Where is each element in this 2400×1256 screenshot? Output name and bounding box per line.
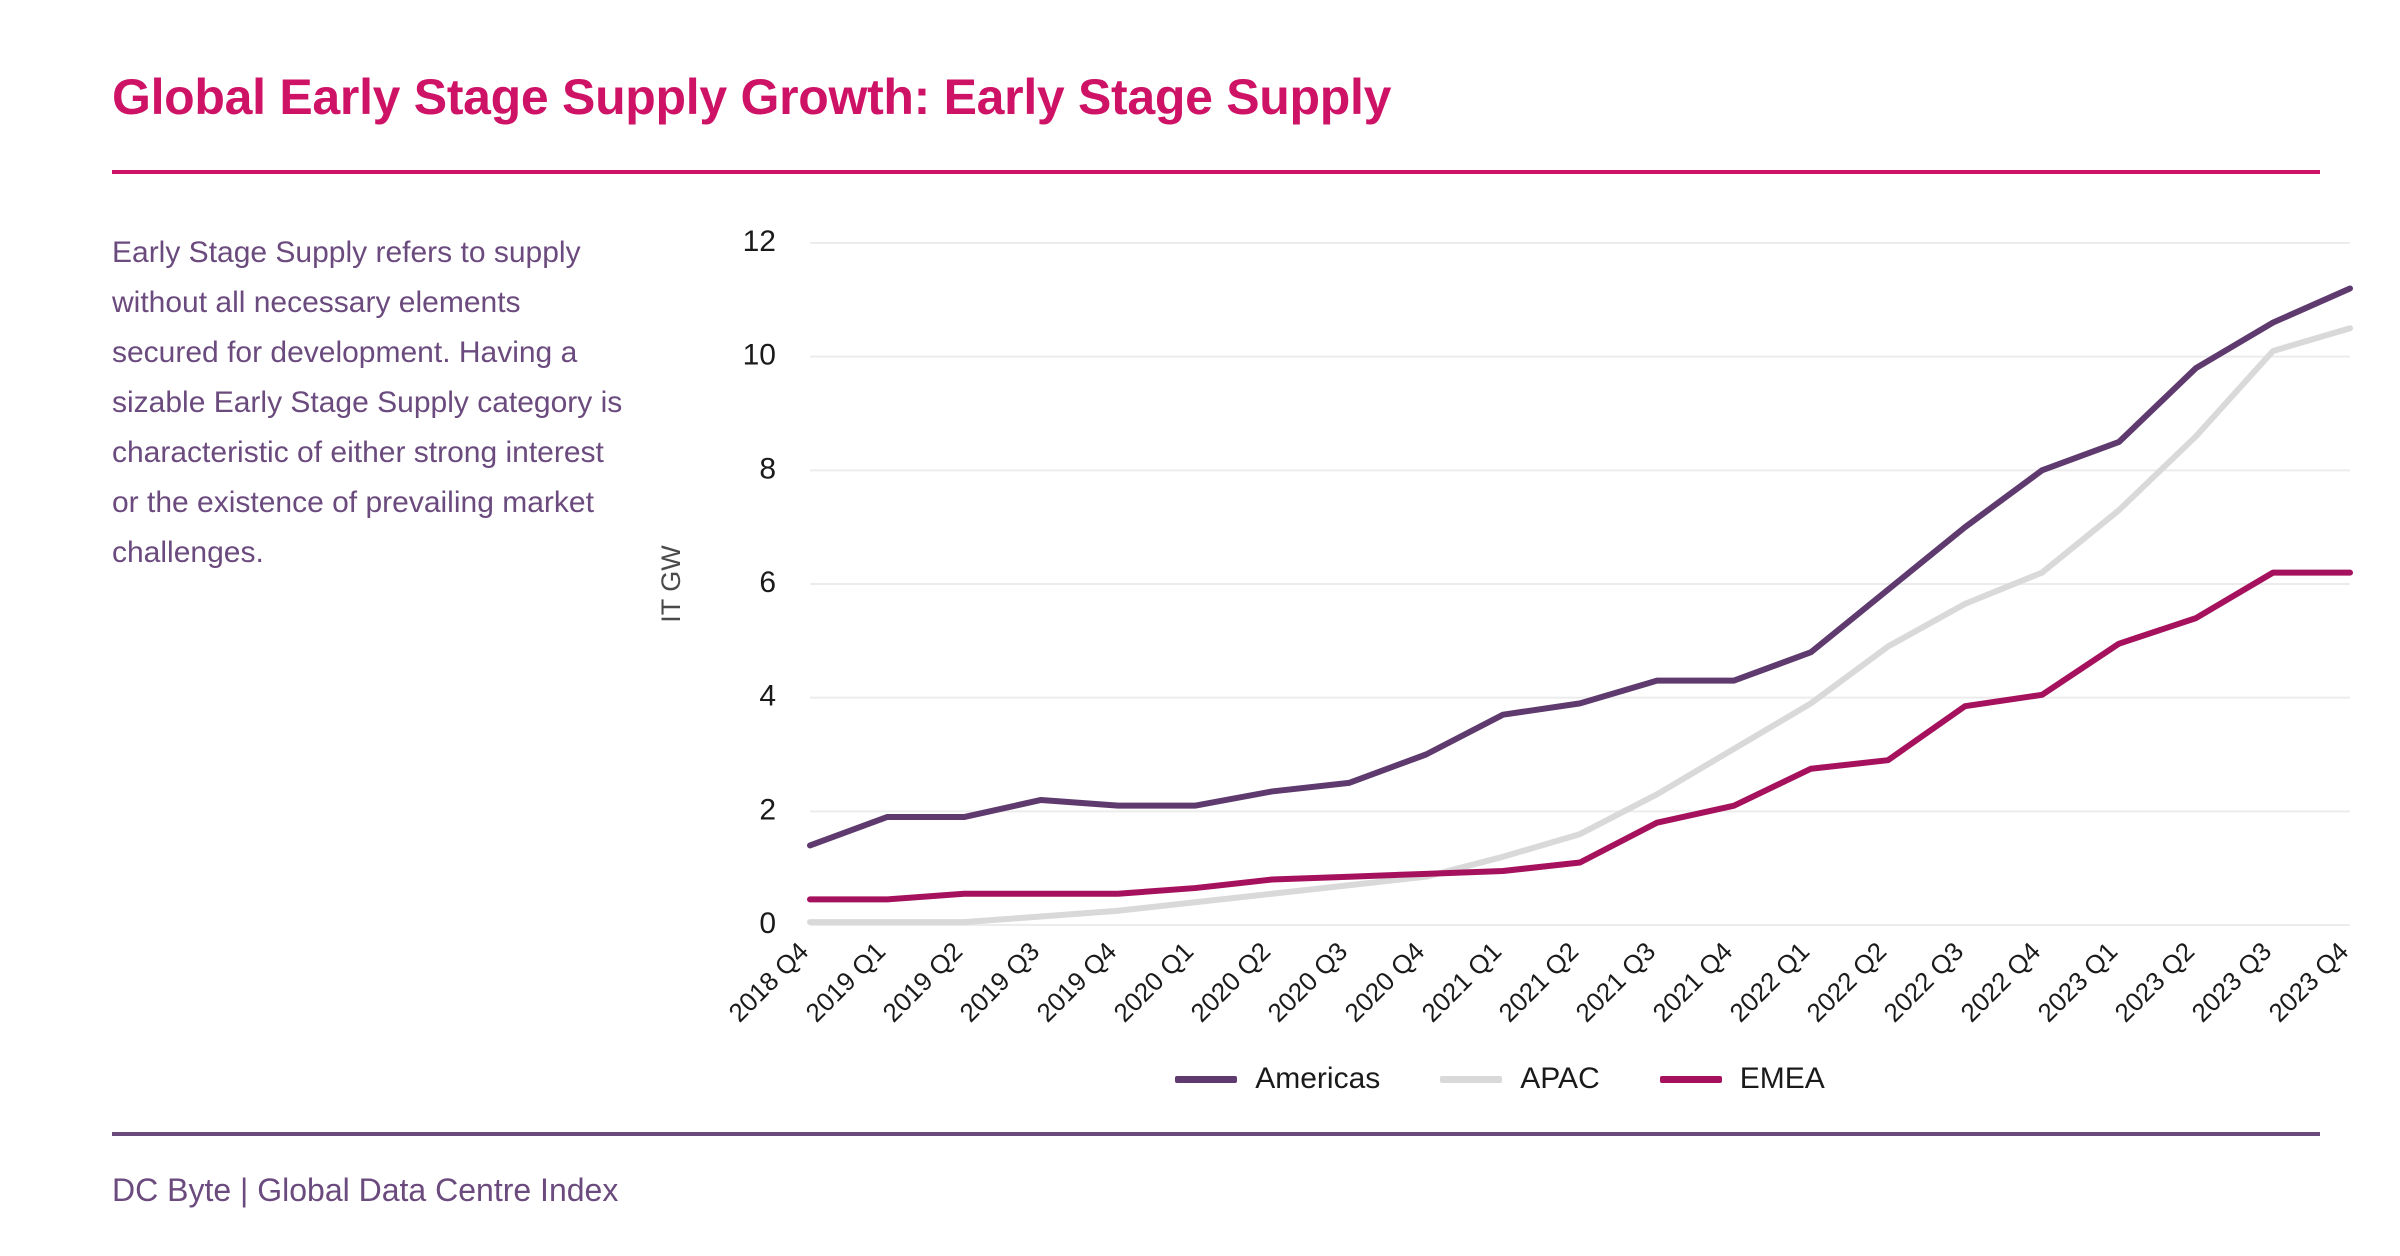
legend-item-apac[interactable]: APAC [1440, 1062, 1600, 1096]
description-text: Early Stage Supply refers to supply with… [112, 236, 623, 569]
series-line-americas [807, 285, 2353, 849]
title-divider [112, 170, 2320, 174]
y-axis-tick-label: 6 [759, 566, 776, 599]
y-axis-tick-label: 8 [759, 452, 776, 485]
x-axis-tick-label: 2019 Q2 [876, 936, 968, 1028]
legend-swatch-icon [1659, 1075, 1722, 1083]
x-axis-tick-label: 2020 Q1 [1107, 936, 1199, 1028]
x-axis-tick-label: 2023 Q1 [2031, 936, 2123, 1028]
legend-swatch-icon [1440, 1075, 1503, 1083]
x-axis-tick-label: 2021 Q4 [1646, 936, 1738, 1028]
y-axis-title: IT GW [656, 545, 686, 623]
x-axis-tick-label: 2018 Q4 [722, 936, 814, 1028]
x-axis-tick-label: 2022 Q4 [1954, 936, 2046, 1028]
y-axis-tick-label: 0 [759, 907, 776, 940]
legend-item-emea[interactable]: EMEA [1659, 1062, 1825, 1096]
x-axis-tick-label: 2019 Q1 [799, 936, 891, 1028]
x-axis-tick-label: 2023 Q3 [2185, 936, 2277, 1028]
y-axis-tick-label: 4 [759, 680, 776, 713]
line-chart: 0 2 4 6 8 10 12 IT GW 2018 Q4 2019 Q1 2019 Q2 2019 … [640, 215, 2360, 1135]
x-axis-tick-label: 2023 Q2 [2108, 936, 2200, 1028]
series-line-emea [807, 569, 2353, 903]
footer-divider [112, 1132, 2320, 1136]
x-axis-tick-label: 2022 Q1 [1723, 936, 1815, 1028]
x-axis-tick-label: 2020 Q2 [1184, 936, 1276, 1028]
page-title: Global Early Stage Supply Growth: Early … [112, 69, 1392, 125]
y-axis-tick-label: 12 [743, 225, 776, 258]
x-axis-tick-label: 2020 Q3 [1261, 936, 1353, 1028]
legend-swatch-icon [1175, 1075, 1238, 1083]
x-axis-tick-label: 2021 Q2 [1492, 936, 1584, 1028]
x-axis-tick-label: 2019 Q3 [953, 936, 1045, 1028]
legend-label: Americas [1255, 1062, 1381, 1095]
legend-label: APAC [1520, 1062, 1600, 1095]
x-axis-tick-label: 2020 Q4 [1338, 936, 1430, 1028]
x-axis-tick-label: 2023 Q4 [2262, 936, 2354, 1028]
x-axis-tick-label: 2022 Q3 [1877, 936, 1969, 1028]
series-line-apac [807, 325, 2353, 926]
y-axis-tick-label: 10 [743, 339, 776, 372]
x-axis-tick-label: 2021 Q1 [1415, 936, 1507, 1028]
x-axis-tick-label: 2021 Q3 [1569, 936, 1661, 1028]
chart-legend: Americas APAC EMEA [640, 1062, 2360, 1096]
legend-label: EMEA [1739, 1062, 1825, 1095]
footer-text: DC Byte | Global Data Centre Index [112, 1172, 619, 1208]
y-axis-tick-label: 2 [759, 793, 776, 826]
x-axis-tick-label: 2022 Q2 [1800, 936, 1892, 1028]
legend-item-americas[interactable]: Americas [1175, 1062, 1380, 1096]
x-axis-tick-label: 2019 Q4 [1030, 936, 1122, 1028]
